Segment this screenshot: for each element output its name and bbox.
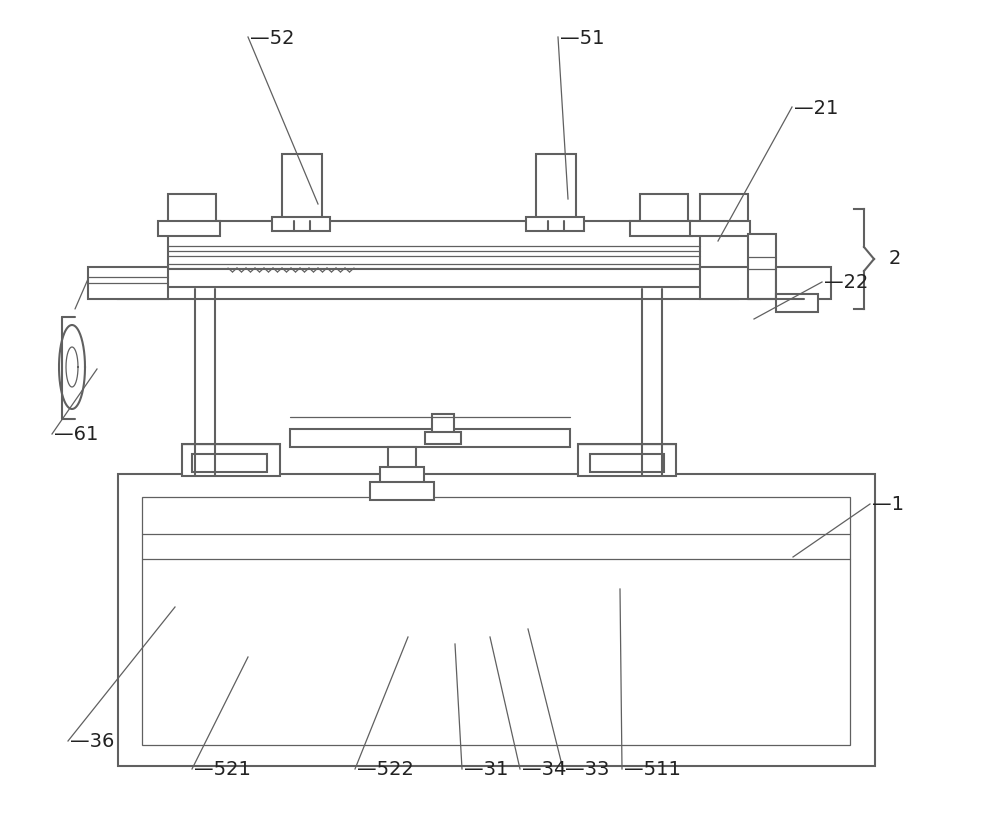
Text: —511: —511 xyxy=(624,760,681,778)
Bar xyxy=(526,217,584,232)
Text: —52: —52 xyxy=(250,28,295,48)
Text: —33: —33 xyxy=(565,760,609,778)
Bar xyxy=(118,475,875,766)
Bar xyxy=(425,432,461,445)
Text: —1: —1 xyxy=(872,495,904,514)
Bar xyxy=(748,235,776,299)
Bar xyxy=(630,222,692,237)
Bar xyxy=(118,288,738,299)
Bar xyxy=(272,217,330,232)
Text: —31: —31 xyxy=(464,760,508,778)
Bar xyxy=(690,222,750,237)
Bar xyxy=(536,155,576,225)
Text: —34: —34 xyxy=(522,760,566,778)
Text: —521: —521 xyxy=(194,760,251,778)
Bar xyxy=(370,482,434,501)
Bar xyxy=(158,222,220,237)
Bar xyxy=(168,195,216,225)
Text: —522: —522 xyxy=(357,760,414,778)
Bar xyxy=(388,447,416,476)
Text: —51: —51 xyxy=(560,28,604,48)
Text: —61: —61 xyxy=(54,425,98,444)
Bar xyxy=(700,268,760,299)
Bar xyxy=(776,268,831,299)
Bar xyxy=(168,222,700,270)
Bar xyxy=(290,430,570,447)
Bar xyxy=(282,155,322,225)
Bar xyxy=(578,445,676,477)
Bar xyxy=(590,455,664,472)
Bar xyxy=(118,270,738,292)
Bar xyxy=(182,445,280,477)
Bar xyxy=(88,268,168,299)
Text: —22: —22 xyxy=(824,273,868,292)
Bar xyxy=(776,294,818,313)
Bar xyxy=(142,497,850,745)
Bar xyxy=(192,455,267,472)
Text: —21: —21 xyxy=(794,99,838,117)
Text: —36: —36 xyxy=(70,732,114,751)
Bar xyxy=(700,195,748,225)
Text: 2: 2 xyxy=(889,248,901,268)
Bar xyxy=(380,467,424,487)
Bar xyxy=(432,415,454,435)
Bar xyxy=(640,195,688,225)
